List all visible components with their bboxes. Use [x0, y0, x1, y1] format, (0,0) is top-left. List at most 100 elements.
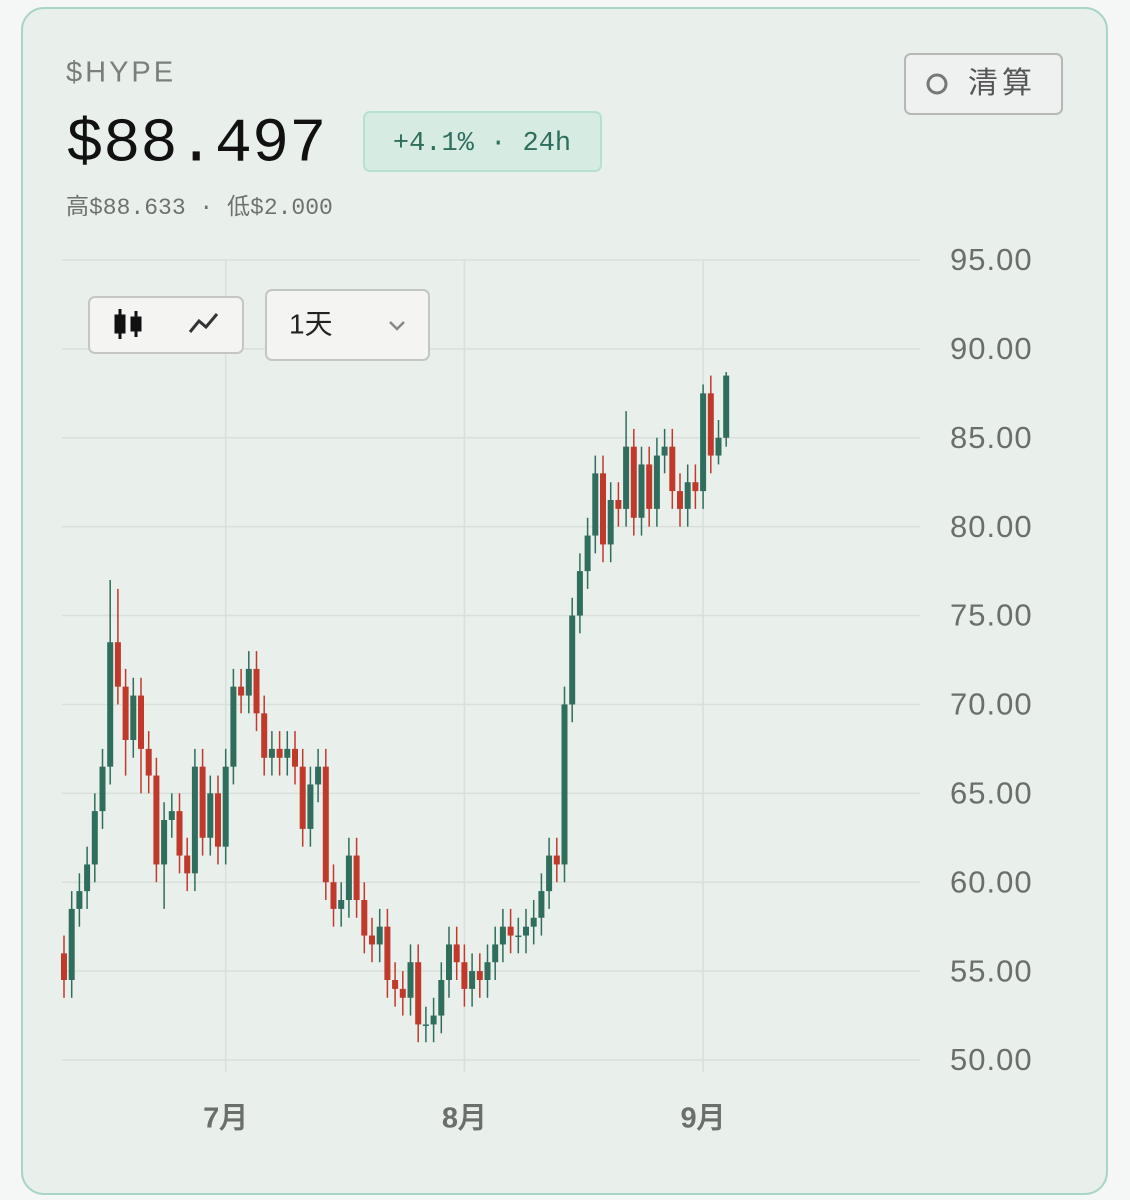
- change-badge: [363, 111, 602, 172]
- candle-body: [330, 882, 337, 909]
- candle-body: [245, 668, 252, 696]
- y-tick-label: 90.00: [950, 331, 1033, 366]
- candle-body: [607, 500, 614, 545]
- candle-body: [315, 766, 322, 785]
- y-tick-label: 55.00: [950, 953, 1033, 988]
- candle-body: [707, 393, 714, 456]
- candle-body: [615, 500, 622, 509]
- candle-body: [453, 944, 460, 963]
- candle-body: [130, 695, 137, 740]
- candle-body: [184, 855, 191, 874]
- candle-body: [153, 775, 160, 865]
- candle-body: [292, 748, 298, 767]
- candle-body: [623, 446, 630, 509]
- candle-body: [492, 944, 499, 963]
- candle-body: [122, 686, 129, 740]
- candle-body: [145, 748, 152, 776]
- candle-body: [576, 571, 583, 616]
- ticker: $HYPE: [66, 57, 176, 89]
- candle-body: [84, 864, 91, 892]
- candle-body: [369, 935, 375, 945]
- candle-body: [384, 926, 391, 980]
- candle-body: [584, 535, 591, 572]
- candle-body: [684, 482, 691, 509]
- candle-body: [530, 917, 537, 927]
- candle-body: [515, 935, 522, 938]
- plot: 50.00 55.00 60.00 65.00 70.00 75.00 80.00 85.00…: [61, 242, 1033, 1135]
- candle-body: [353, 855, 360, 900]
- candle-body: [600, 473, 606, 545]
- candle-body: [499, 926, 506, 945]
- candle-body: [261, 713, 268, 758]
- candle-body: [469, 971, 476, 989]
- y-tick-label: 50.00: [950, 1042, 1033, 1077]
- candle-body: [138, 695, 144, 749]
- candle-body: [338, 900, 345, 909]
- y-tick-label: 80.00: [950, 509, 1033, 544]
- candle-body: [276, 748, 283, 758]
- candle-body: [91, 811, 98, 865]
- candle-body: [230, 686, 237, 767]
- candle-body: [68, 908, 75, 980]
- y-tick-label: 75.00: [950, 598, 1033, 633]
- candle-body: [215, 793, 221, 847]
- candle-body: [376, 926, 383, 945]
- candle-body: [546, 855, 553, 892]
- candle-body: [592, 473, 599, 536]
- candle-body: [638, 464, 645, 518]
- candle-body: [361, 900, 368, 936]
- candle-body: [692, 482, 699, 492]
- price: $88.497: [66, 108, 326, 179]
- interval-label[interactable]: 1天: [289, 308, 333, 339]
- candle-body: [538, 891, 545, 918]
- candle-body: [176, 811, 183, 856]
- candle-body: [207, 793, 214, 838]
- candle-body: [199, 766, 206, 838]
- candle-body: [168, 811, 175, 820]
- candle-body: [222, 766, 229, 847]
- y-tick-label: 70.00: [950, 687, 1033, 722]
- candle-body: [723, 375, 730, 438]
- candle-body: [507, 926, 514, 936]
- candle-body: [646, 464, 653, 509]
- candle-body: [415, 962, 422, 1025]
- candle-icon[interactable]: [114, 309, 142, 339]
- candle-body: [461, 962, 468, 989]
- candle-body: [345, 855, 352, 900]
- candle-body: [438, 980, 445, 1016]
- candle-body: [630, 446, 637, 518]
- candle-body: [114, 642, 121, 687]
- candle-body: [476, 971, 483, 980]
- candle-body: [399, 988, 406, 998]
- candle-body: [523, 926, 529, 936]
- x-tick-label: 8月: [442, 1103, 487, 1135]
- y-tick-label: 60.00: [950, 864, 1033, 899]
- candle-body: [715, 437, 722, 456]
- candle-body: [107, 642, 114, 767]
- liquidate-button[interactable]: [904, 53, 1063, 115]
- candle-body: [392, 980, 399, 989]
- candle-body: [307, 784, 314, 829]
- candle-body: [253, 668, 260, 714]
- candle-body: [76, 891, 83, 909]
- dropdown-arrow[interactable]: [389, 321, 405, 331]
- line-icon[interactable]: [188, 313, 219, 333]
- candle-body: [99, 766, 106, 812]
- y-tick-label: 85.00: [950, 420, 1033, 455]
- candle-body: [569, 615, 576, 705]
- change: +4.1% · 24h: [393, 129, 571, 159]
- interval-select[interactable]: [265, 289, 430, 361]
- liquidate-label[interactable]: 清算: [968, 67, 1036, 100]
- candle-body: [284, 748, 291, 758]
- y-tick-label: 95.00: [950, 242, 1033, 277]
- candle-body: [299, 766, 306, 829]
- candle-body: [669, 446, 676, 492]
- candle-body: [446, 944, 452, 980]
- x-tick-label: 9月: [681, 1103, 726, 1135]
- candle-body: [661, 446, 668, 456]
- candle-body: [700, 393, 707, 492]
- chart-type-toggle[interactable]: [88, 296, 244, 354]
- candle-body: [407, 962, 414, 998]
- candle-body: [161, 820, 168, 865]
